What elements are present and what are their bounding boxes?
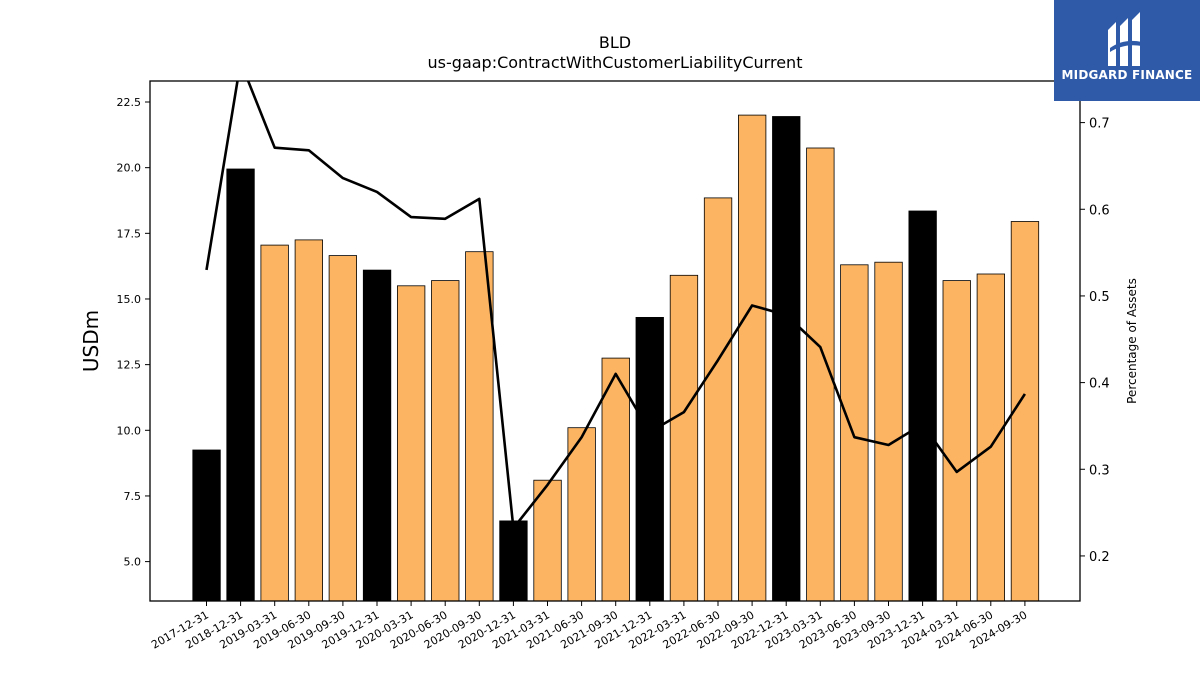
bar-2017-12-31 xyxy=(192,449,221,602)
bar-2024-09-30 xyxy=(1010,221,1040,602)
plot-frame xyxy=(149,80,1081,602)
chart-title: BLD xyxy=(599,33,631,52)
bar-2019-12-31 xyxy=(362,269,392,602)
midgard-finance-logo: MIDGARD FINANCE xyxy=(1054,0,1200,101)
bar-2020-09-30 xyxy=(465,251,494,602)
y2-tick-label: 0.5 xyxy=(1089,290,1110,305)
y-tick-label: 20.0 xyxy=(117,162,142,175)
bar-2024-03-31 xyxy=(942,280,971,602)
y2-tick-label: 0.4 xyxy=(1089,377,1110,392)
y2-tick-label: 0.2 xyxy=(1089,550,1110,565)
y2-axis: 0.2 0.3 0.4 0.5 0.6 0.7 xyxy=(1080,117,1110,565)
bars-layer xyxy=(192,114,1040,602)
x-axis: 2017-12-312018-12-312019-03-312019-06-30… xyxy=(149,601,1029,652)
bar-2022-06-30 xyxy=(703,197,733,602)
y-axis-label: USDm xyxy=(79,310,103,372)
y-tick-label: 22.5 xyxy=(117,96,142,109)
bar-2023-09-30 xyxy=(874,261,903,602)
chart-subtitle: us-gaap:ContractWithCustomerLiabilityCur… xyxy=(428,53,803,72)
bar-2021-12-31 xyxy=(635,316,664,602)
percentage-of-assets-line xyxy=(205,81,1026,530)
bar-2023-12-31 xyxy=(908,210,937,602)
y2-tick-label: 0.7 xyxy=(1089,117,1110,132)
y-tick-label: 5.0 xyxy=(124,556,142,569)
bar-2022-03-31 xyxy=(669,274,699,602)
y-tick-label: 10.0 xyxy=(117,424,142,437)
bar-2022-09-30 xyxy=(738,114,767,602)
bar-2020-03-31 xyxy=(396,285,426,602)
y-tick-label: 7.5 xyxy=(124,490,142,503)
y2-axis-label: Percentage of Assets xyxy=(1125,278,1139,404)
bar-2023-06-30 xyxy=(840,264,869,602)
bar-2021-06-30 xyxy=(567,427,596,602)
y2-tick-label: 0.6 xyxy=(1089,203,1110,218)
y2-tick-label: 0.3 xyxy=(1089,463,1110,478)
y-axis: 5.0 7.5 10.0 12.5 15.0 17.5 20.0 22.5 xyxy=(117,96,150,569)
bar-2018-12-31 xyxy=(226,168,255,602)
bar-2021-03-31 xyxy=(533,479,562,602)
bar-2020-12-31 xyxy=(499,520,528,602)
y-tick-label: 17.5 xyxy=(117,227,142,240)
bar-2020-06-30 xyxy=(431,280,460,602)
bar-2019-03-31 xyxy=(260,244,289,602)
bar-2024-06-30 xyxy=(976,273,1005,602)
bar-2019-09-30 xyxy=(328,255,358,602)
y-tick-label: 15.0 xyxy=(117,293,142,306)
logo-mark-icon xyxy=(1108,12,1142,66)
bar-2022-12-31 xyxy=(772,116,801,602)
bar-2021-09-30 xyxy=(601,357,630,602)
bar-2019-06-30 xyxy=(294,239,324,602)
line-layer xyxy=(205,81,1026,530)
y-tick-label: 12.5 xyxy=(117,359,142,372)
logo-text: MIDGARD FINANCE xyxy=(1061,68,1193,82)
